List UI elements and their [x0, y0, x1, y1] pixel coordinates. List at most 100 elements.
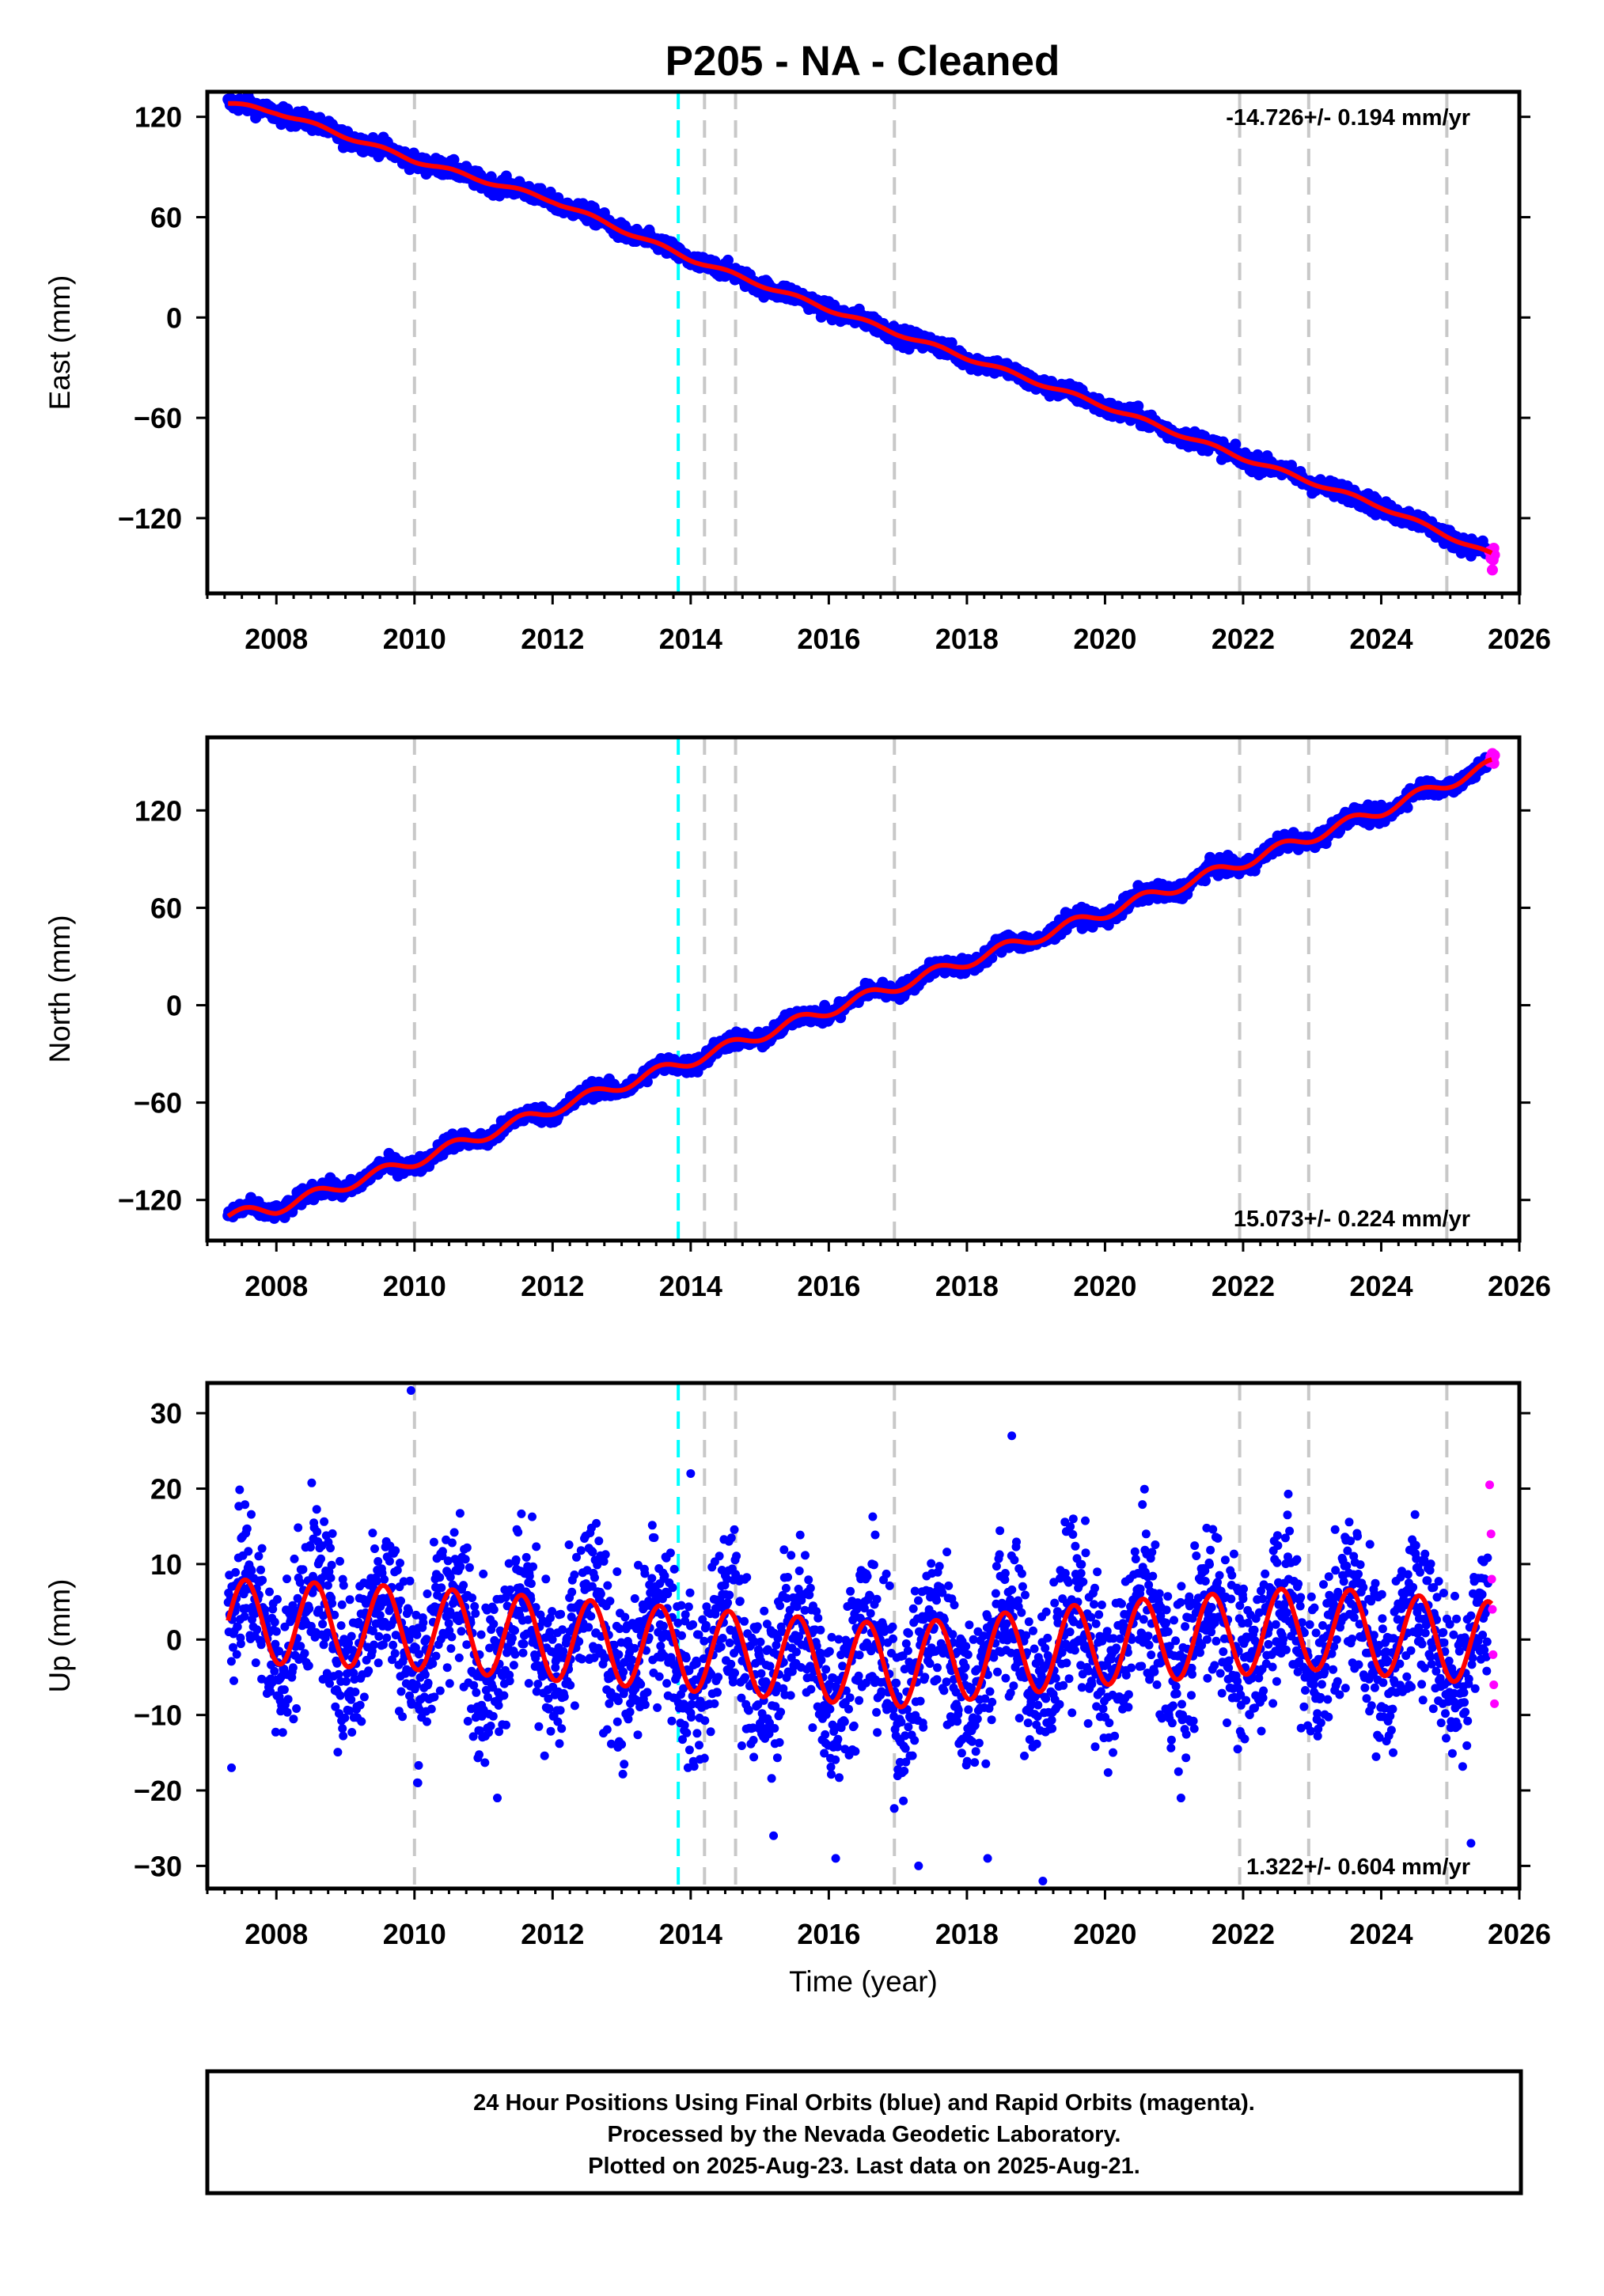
- data-point: [370, 1640, 378, 1650]
- x-tick-label: 2022: [1212, 623, 1275, 655]
- x-tick-label: 2012: [521, 623, 584, 655]
- data-point: [499, 1691, 509, 1700]
- data-point: [620, 1760, 629, 1769]
- data-point: [465, 1563, 474, 1572]
- data-point: [534, 1722, 544, 1731]
- data-point: [325, 1679, 334, 1688]
- y-tick-label: 0: [166, 990, 182, 1022]
- data-point: [519, 1639, 529, 1649]
- data-point: [357, 1717, 366, 1726]
- data-point: [337, 1600, 347, 1609]
- data-point: [326, 1573, 336, 1582]
- data-point: [317, 1554, 325, 1563]
- data-point: [667, 1716, 677, 1726]
- data-point: [283, 1695, 293, 1704]
- data-point: [502, 1720, 510, 1730]
- data-point: [476, 1630, 486, 1639]
- x-tick-label: 2018: [935, 623, 999, 655]
- velocity-label: -14.726+/- 0.194 mm/yr: [1226, 105, 1470, 131]
- data-point: [265, 1587, 274, 1597]
- data-point: [235, 1485, 245, 1495]
- data-point: [305, 1604, 314, 1613]
- data-point: [545, 1627, 555, 1637]
- data-point: [292, 1704, 301, 1713]
- up-panel: 2008 2010 2012 2014 2016 2018 2020 2022 2024 2026…: [44, 1381, 1551, 1998]
- data-point: [396, 1687, 406, 1696]
- y-tick-label: 120: [135, 101, 182, 134]
- data-point: [557, 1724, 567, 1733]
- data-point: [612, 1717, 622, 1726]
- data-point: [236, 1639, 245, 1649]
- data-point: [326, 1544, 335, 1553]
- data-point: [442, 1663, 452, 1673]
- data-point: [620, 1612, 630, 1622]
- data-point: [390, 1649, 400, 1658]
- data-point: [653, 1703, 662, 1712]
- data-point: [558, 1625, 567, 1635]
- data-point: [596, 1589, 605, 1599]
- data-point: [347, 1728, 357, 1737]
- x-tick-label: 2024: [1349, 1270, 1413, 1302]
- data-point: [541, 1574, 551, 1584]
- data-point: [396, 1559, 404, 1567]
- data-point: [526, 1579, 536, 1589]
- data-point: [567, 1587, 577, 1597]
- data-point: [524, 1679, 533, 1688]
- x-tick-label: 2026: [1488, 1270, 1551, 1302]
- data-point: [486, 1722, 495, 1730]
- data-point: [529, 1562, 537, 1571]
- data-point: [518, 1648, 528, 1658]
- data-point: [577, 1654, 586, 1664]
- data-point: [506, 1585, 515, 1594]
- data-point: [226, 1657, 236, 1666]
- data-point: [505, 1677, 514, 1686]
- data-point: [509, 1661, 518, 1670]
- data-point: [456, 1562, 465, 1571]
- x-tick-label: 2010: [383, 1270, 446, 1302]
- data-point: [233, 1622, 242, 1631]
- data-point: [448, 153, 460, 165]
- y-tick-label: −120: [118, 502, 182, 535]
- data-point: [1252, 449, 1264, 460]
- data-point: [351, 1688, 360, 1696]
- y-axis-title: North (mm): [44, 915, 76, 1063]
- data-point: [382, 1633, 392, 1642]
- data-point: [511, 1555, 521, 1564]
- data-point: [636, 1680, 646, 1689]
- data-point: [347, 1631, 356, 1641]
- data-point: [270, 1617, 279, 1627]
- data-point: [304, 1661, 313, 1670]
- data-point: [647, 1521, 657, 1530]
- data-point: [405, 1576, 415, 1586]
- data-point: [305, 1543, 315, 1552]
- x-tick-label: 2020: [1073, 623, 1136, 655]
- data-point: [588, 1548, 597, 1557]
- y-tick-label: −60: [134, 402, 182, 434]
- data-point: [668, 1583, 677, 1593]
- x-tick-label: 2014: [659, 623, 722, 655]
- data-point: [462, 1543, 472, 1552]
- y-tick-label: 120: [135, 794, 182, 827]
- data-point: [414, 1760, 423, 1770]
- data-point: [307, 1478, 317, 1487]
- data-point: [617, 1740, 627, 1749]
- data-point: [336, 1556, 344, 1566]
- data-point: [472, 1688, 481, 1697]
- data-point: [447, 1538, 457, 1548]
- data-point: [333, 1748, 343, 1757]
- data-point: [468, 1593, 477, 1603]
- data-point: [603, 1581, 612, 1590]
- data-point: [461, 1555, 470, 1564]
- data-point: [247, 1510, 256, 1519]
- data-point: [251, 1658, 260, 1668]
- data-point: [946, 337, 957, 349]
- data-point: [389, 1640, 398, 1650]
- data-point: [540, 1751, 549, 1760]
- data-point: [659, 1621, 668, 1631]
- y-tick-label: 60: [150, 202, 182, 234]
- data-point: [431, 1651, 441, 1661]
- data-point: [459, 1581, 468, 1590]
- data-point: [489, 1620, 499, 1629]
- data-point: [271, 1627, 281, 1636]
